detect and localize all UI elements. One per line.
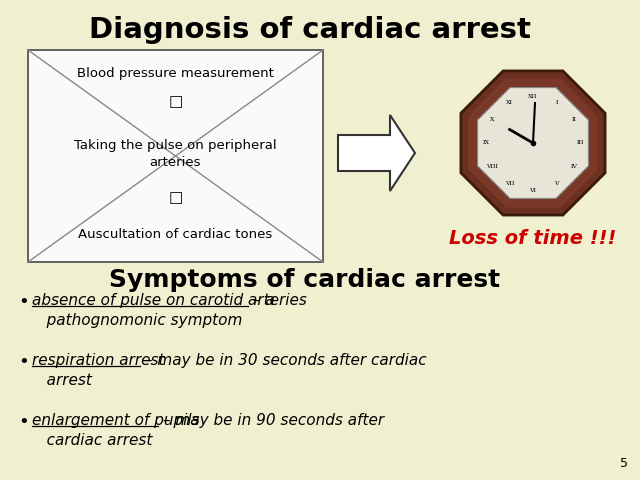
Text: Auscultation of cardiac tones: Auscultation of cardiac tones — [78, 228, 273, 241]
Text: arrest: arrest — [32, 373, 92, 388]
Text: III: III — [576, 141, 584, 145]
Text: Blood pressure measurement: Blood pressure measurement — [77, 68, 274, 81]
Text: Diagnosis of cardiac arrest: Diagnosis of cardiac arrest — [89, 16, 531, 44]
Text: IV: IV — [570, 164, 577, 169]
Text: •: • — [18, 353, 29, 371]
Polygon shape — [468, 78, 598, 208]
Text: enlargement of pupils: enlargement of pupils — [32, 413, 200, 428]
Text: I: I — [556, 100, 557, 105]
Bar — [28, 50, 323, 262]
Text: Symptoms of cardiac arrest: Symptoms of cardiac arrest — [109, 268, 500, 292]
Text: respiration arrest: respiration arrest — [32, 353, 164, 368]
Text: VI: VI — [529, 188, 536, 192]
Text: •: • — [18, 293, 29, 311]
Text: VII: VII — [505, 181, 515, 186]
Polygon shape — [461, 71, 605, 215]
Text: – may be in 90 seconds after: – may be in 90 seconds after — [158, 413, 384, 428]
Text: VIII: VIII — [486, 164, 499, 169]
Text: arteries: arteries — [150, 156, 201, 169]
Text: – may be in 30 seconds after cardiac: – may be in 30 seconds after cardiac — [140, 353, 426, 368]
Text: cardiac arrest: cardiac arrest — [32, 433, 152, 448]
Text: Taking the pulse on peripheral: Taking the pulse on peripheral — [74, 139, 277, 152]
Text: pathognomonic symptom: pathognomonic symptom — [32, 313, 243, 328]
Text: II: II — [572, 117, 576, 122]
Text: X: X — [490, 117, 495, 122]
Text: 5: 5 — [620, 457, 628, 470]
Text: •: • — [18, 413, 29, 431]
Text: V: V — [554, 181, 559, 186]
Text: □: □ — [168, 191, 182, 205]
Text: – a: – a — [248, 293, 275, 308]
Text: □: □ — [168, 95, 182, 109]
Text: XI: XI — [506, 100, 513, 105]
Polygon shape — [338, 115, 415, 191]
Text: XII: XII — [528, 94, 538, 98]
Text: IX: IX — [483, 141, 490, 145]
Text: Loss of time !!!: Loss of time !!! — [449, 229, 617, 249]
Polygon shape — [477, 87, 588, 198]
Text: absence of pulse on carotid arteries: absence of pulse on carotid arteries — [32, 293, 307, 308]
